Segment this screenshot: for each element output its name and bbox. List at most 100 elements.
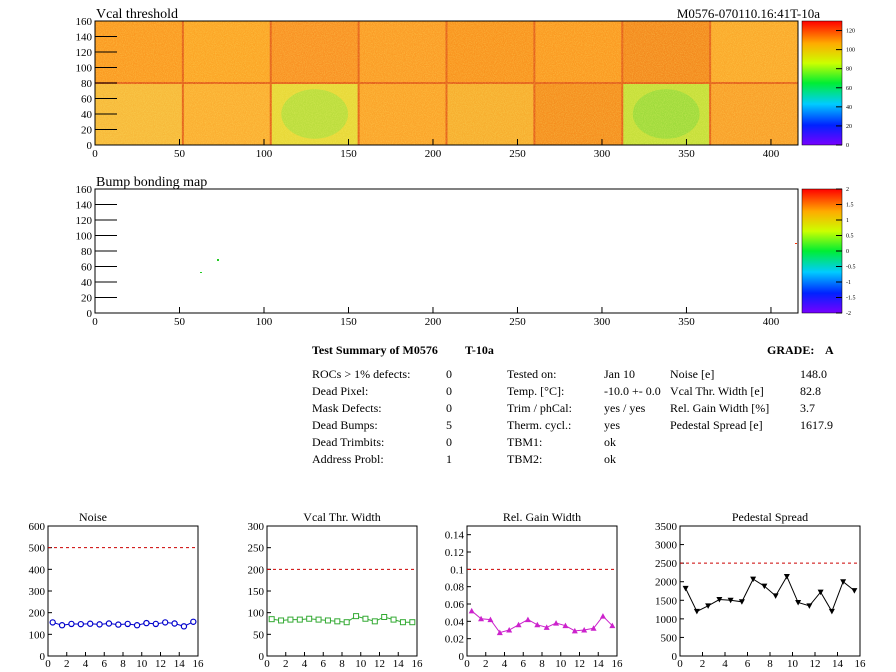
x-tick-label: 10: [555, 658, 567, 670]
plot-title: Rel. Gain Width: [503, 510, 581, 524]
colorbar-tick-label: 0.5: [846, 234, 854, 240]
bump-colorbar-ticks: -2 -1.5 -1 -0.5 0 0.5 1 1.5 2: [836, 187, 856, 317]
y-tick-label: 100: [29, 629, 46, 641]
x-tick-label: 4: [722, 658, 728, 670]
data-point: [795, 600, 802, 606]
x-tick-label: 6: [521, 658, 527, 670]
measurement-value: 1617.9: [800, 418, 833, 432]
y-tick-label: 1500: [655, 595, 678, 607]
x-tick-label: 14: [174, 658, 186, 670]
x-tick-label: 16: [412, 658, 424, 670]
data-point: [96, 621, 103, 628]
measurement-value: 3.7: [800, 401, 815, 415]
data-point: [783, 574, 790, 580]
data-point: [190, 618, 197, 625]
y-tick-label: 500: [661, 632, 678, 644]
y-tick-label: 0.04: [445, 616, 465, 628]
x-tick-label: 10: [787, 658, 799, 670]
data-point: [524, 616, 531, 623]
y-tick-label: 0: [87, 140, 93, 152]
data-point: [161, 619, 169, 626]
defect-value: 1: [446, 452, 452, 466]
defect-label: Dead Trimbits:: [312, 435, 385, 449]
measurement-label: Rel. Gain Width [%]: [670, 401, 770, 415]
condition-label: Temp. [°C]:: [507, 384, 565, 398]
x-tick-label: 100: [256, 148, 273, 160]
x-tick-label: 350: [678, 148, 695, 160]
data-point: [287, 616, 294, 623]
y-tick-label: 0.08: [445, 582, 465, 594]
vcal-map-axes: 0 50 100 150 200 250 300 350 400 0 20 40 60 80 100 120 1…: [76, 16, 780, 160]
data-point: [506, 627, 513, 633]
data-point: [278, 617, 285, 624]
x-tick-label: 2: [483, 658, 489, 670]
colorbar-tick-label: 1: [846, 218, 849, 224]
colorbar-tick-label: 0: [846, 249, 849, 255]
x-tick-label: 2: [283, 658, 289, 670]
defect-label: ROCs > 1% defects:: [312, 367, 411, 381]
x-tick-label: 2: [700, 658, 706, 670]
data-point: [105, 620, 113, 627]
y-tick-label: 150: [248, 586, 265, 598]
y-tick-label: 60: [81, 262, 93, 274]
x-tick-label: 300: [594, 316, 611, 328]
measurement-label: Noise [e]: [670, 367, 715, 381]
y-tick-label: 0: [87, 308, 93, 320]
x-tick-label: 0: [677, 658, 683, 670]
data-point: [399, 619, 406, 626]
data-point: [180, 623, 188, 630]
x-tick-label: 8: [767, 658, 773, 670]
x-tick-label: 400: [763, 148, 780, 160]
data-point: [324, 617, 331, 624]
data-point: [390, 616, 397, 623]
measurement-label: Vcal Thr. Width [e]: [670, 384, 764, 398]
data-point: [334, 618, 341, 625]
data-point: [58, 622, 66, 629]
colorbar-tick-label: 120: [846, 29, 855, 35]
y-tick-label: 200: [248, 564, 265, 576]
measurement-label: Pedestal Spread [e]: [670, 418, 763, 432]
colorbar-tick-label: 2: [846, 187, 849, 193]
vcal-map-title: Vcal threshold: [96, 7, 178, 22]
y-tick-label: 80: [81, 78, 93, 90]
summary-temp-tag: T-10a: [465, 343, 494, 357]
data-point: [682, 585, 689, 592]
y-tick-label: 140: [76, 32, 93, 44]
data-point: [296, 616, 303, 623]
data-point: [478, 615, 485, 622]
y-tick-label: 80: [81, 246, 93, 258]
y-tick-label: 100: [76, 231, 93, 243]
plot-frame: [47, 525, 199, 657]
x-tick-label: 10: [355, 658, 367, 670]
y-tick-label: 2500: [655, 558, 678, 570]
x-tick-label: 14: [593, 658, 605, 670]
x-tick-label: 4: [502, 658, 508, 670]
y-tick-label: 20: [81, 293, 93, 305]
x-tick-label: 4: [83, 658, 89, 670]
summary-plot: Noise 0 2 4 6 8 10 12 14 16 0 100 200 300 400 500 600: [29, 510, 205, 670]
y-tick-label: 40: [81, 109, 93, 121]
data-point: [693, 608, 700, 615]
colorbar-tick-label: 60: [846, 86, 852, 92]
y-tick-label: 600: [29, 521, 46, 533]
colorbar-tick-label: 1.5: [846, 203, 854, 209]
condition-label: TBM2:: [507, 452, 543, 466]
y-tick-label: 0: [259, 651, 265, 663]
x-tick-label: 12: [374, 658, 385, 670]
data-point: [86, 620, 94, 627]
x-tick-label: 0: [464, 658, 470, 670]
summary-plot: Vcal Thr. Width 0 2 4 6 8 10 12 14 16 0 50 100 150 200…: [248, 510, 424, 670]
data-point: [124, 620, 131, 628]
x-tick-label: 6: [745, 658, 751, 670]
vcal-colorbar: [801, 20, 843, 146]
module-id-label: M0576-070110.16:41T-10a: [677, 6, 820, 21]
condition-value: yes: [604, 418, 620, 432]
data-point: [534, 621, 541, 628]
colorbar-tick-label: 80: [846, 67, 852, 73]
data-point: [705, 603, 712, 609]
y-tick-label: 500: [29, 543, 46, 555]
data-point: [133, 622, 141, 629]
y-tick-label: 0.12: [445, 547, 464, 559]
y-tick-label: 400: [29, 564, 46, 576]
